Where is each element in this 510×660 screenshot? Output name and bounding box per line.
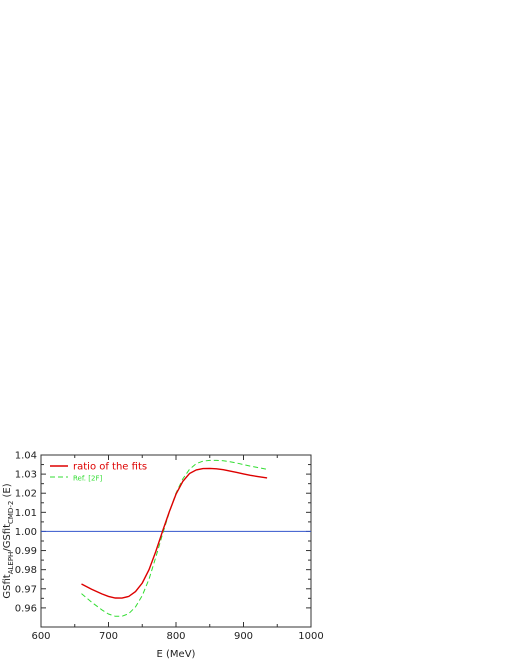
legend-ratio-label: ratio of the fits <box>73 462 147 473</box>
y-tick-label: 1.00 <box>15 527 37 538</box>
x-tick-label: 900 <box>234 631 253 642</box>
ticks: 600 700 800 900 1000 0.96 0.97 0.98 0.99 1.00 1.01… <box>15 451 324 643</box>
y-axis-title-prefix: GSfit <box>2 574 13 598</box>
y-axis-title-suffix: (E) <box>2 483 13 500</box>
y-axis-title-sub1: ALEPH <box>7 552 15 575</box>
legend: ratio of the fits Ref. [2F] <box>50 462 147 483</box>
legend-ref-label: Ref. [2F] <box>73 475 102 483</box>
y-tick-label: 0.99 <box>15 546 37 557</box>
x-axis-title: E (MeV) <box>157 649 196 660</box>
series-ref-line <box>81 459 268 617</box>
y-tick-label: 0.96 <box>15 603 37 614</box>
y-axis-title-sub2: CMD-2 <box>7 501 15 524</box>
series-ratio-line <box>81 467 268 599</box>
y-tick-label: 1.03 <box>15 470 37 481</box>
y-tick-label: 1.04 <box>15 451 37 462</box>
y-tick-label: 1.01 <box>15 508 37 519</box>
x-tick-label: 600 <box>31 631 50 642</box>
y-axis-title-middle: /GSfit <box>2 524 13 552</box>
y-tick-label: 1.02 <box>15 489 37 500</box>
x-tick-label: 700 <box>99 631 118 642</box>
y-axis-title: GSfitALEPH/GSfitCMD-2 (E) <box>2 483 15 598</box>
x-tick-label: 1000 <box>298 631 323 642</box>
y-tick-label: 0.97 <box>15 584 37 595</box>
y-tick-label: 0.98 <box>15 565 37 576</box>
series-lines <box>41 459 311 617</box>
x-tick-label: 800 <box>166 631 185 642</box>
